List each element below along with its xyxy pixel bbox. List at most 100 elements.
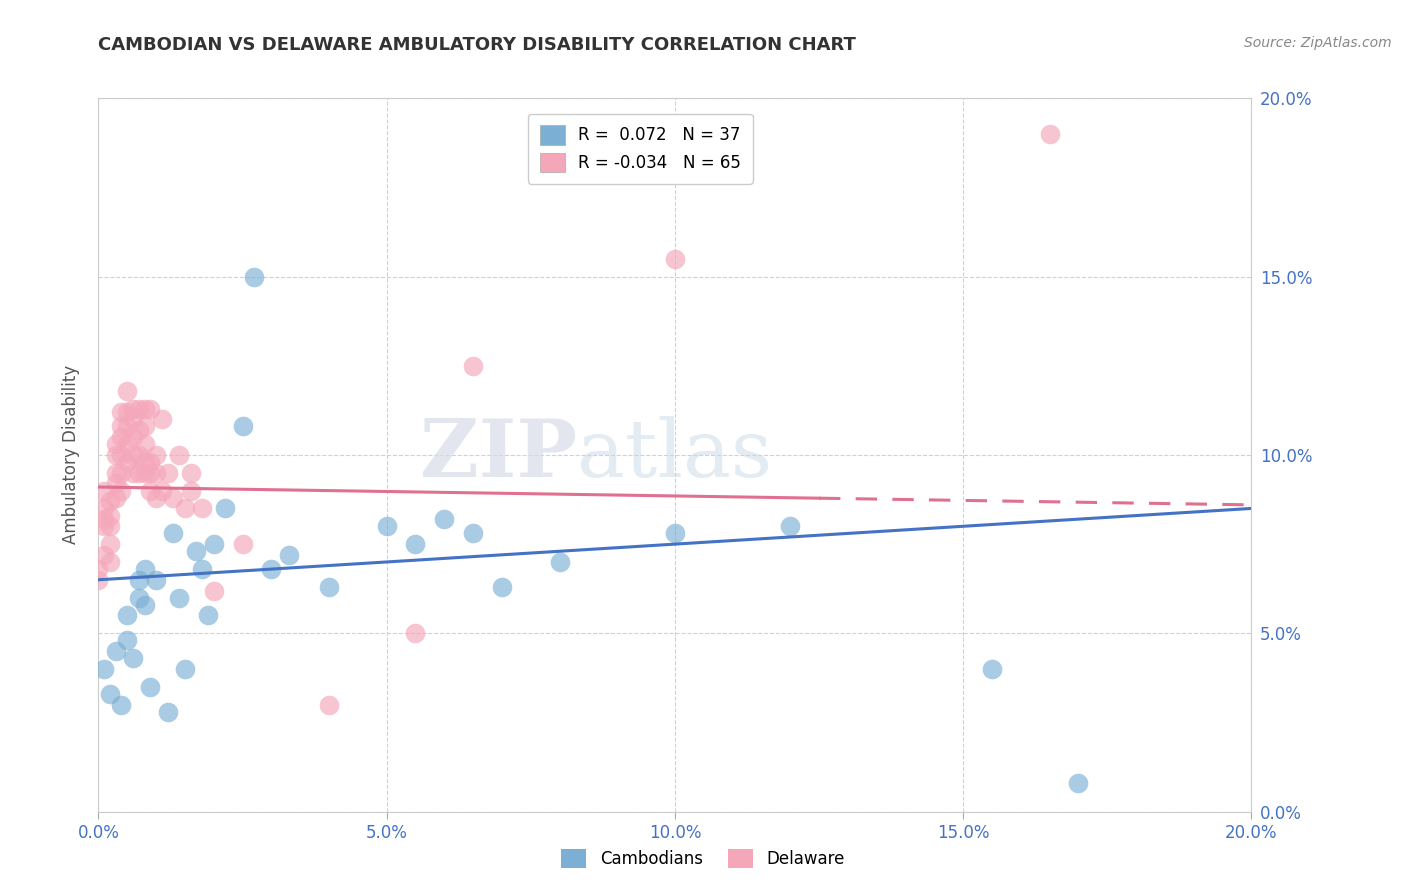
Point (93, 483, 115, 498)
Point (110, 430, 132, 444)
Point (110, 419, 132, 434)
Point (260, 562, 283, 576)
Point (134, 455, 156, 469)
Point (318, 698, 340, 712)
Point (202, 537, 225, 551)
Point (548, 555, 571, 569)
Point (156, 466, 179, 480)
Point (231, 419, 254, 434)
Point (191, 562, 214, 576)
Point (122, 466, 145, 480)
Point (110, 466, 132, 480)
Point (93, 519, 115, 533)
Point (117, 437, 139, 451)
Point (162, 491, 184, 505)
Point (122, 412, 145, 426)
Point (134, 466, 156, 480)
Point (134, 598, 156, 612)
Point (98, 494, 121, 508)
Point (117, 419, 139, 434)
Point (1067, 776, 1090, 790)
Point (150, 483, 173, 498)
Point (104, 448, 127, 462)
Point (191, 501, 214, 516)
Point (202, 583, 225, 598)
Point (277, 548, 299, 562)
Point (318, 580, 340, 594)
Point (98, 555, 121, 569)
Point (98, 519, 121, 533)
Point (93, 548, 115, 562)
Y-axis label: Ambulatory Disability: Ambulatory Disability (62, 366, 80, 544)
Point (243, 269, 266, 284)
Point (87, 562, 110, 576)
Point (110, 448, 132, 462)
Point (128, 591, 150, 605)
Point (150, 412, 173, 426)
Point (104, 437, 127, 451)
Point (375, 519, 398, 533)
Point (145, 466, 167, 480)
Point (128, 401, 150, 416)
Point (180, 483, 202, 498)
Point (104, 644, 127, 658)
Text: CAMBODIAN VS DELAWARE AMBULATORY DISABILITY CORRELATION CHART: CAMBODIAN VS DELAWARE AMBULATORY DISABIL… (98, 36, 856, 54)
Point (104, 466, 127, 480)
Point (156, 705, 179, 719)
Legend: Cambodians, Delaware: Cambodians, Delaware (555, 842, 851, 875)
Point (1038, 127, 1062, 141)
Point (93, 512, 115, 526)
Point (98, 537, 121, 551)
Point (197, 608, 219, 623)
Point (145, 448, 167, 462)
Point (122, 448, 145, 462)
Point (128, 423, 150, 437)
Point (167, 591, 190, 605)
Point (87, 573, 110, 587)
Point (122, 430, 145, 444)
Point (145, 491, 167, 505)
Point (93, 662, 115, 676)
Point (117, 405, 139, 419)
Text: Source: ZipAtlas.com: Source: ZipAtlas.com (1244, 36, 1392, 50)
Point (110, 405, 132, 419)
Point (145, 573, 167, 587)
Point (122, 651, 145, 665)
Point (139, 680, 162, 694)
Point (122, 401, 145, 416)
Point (491, 580, 513, 594)
Point (134, 401, 156, 416)
Point (779, 519, 801, 533)
Point (664, 526, 686, 541)
Point (981, 662, 1004, 676)
Text: ZIP: ZIP (420, 416, 576, 494)
Point (128, 466, 150, 480)
Point (139, 483, 162, 498)
Point (93, 501, 115, 516)
Legend: R =  0.072   N = 37, R = -0.034   N = 65: R = 0.072 N = 37, R = -0.034 N = 65 (529, 113, 752, 184)
Point (180, 466, 202, 480)
Point (128, 448, 150, 462)
Point (231, 537, 254, 551)
Point (98, 687, 121, 701)
Point (128, 573, 150, 587)
Point (167, 448, 190, 462)
Point (104, 491, 127, 505)
Point (117, 455, 139, 469)
Point (186, 544, 208, 558)
Point (134, 562, 156, 576)
Point (117, 633, 139, 648)
Point (174, 501, 197, 516)
Point (110, 483, 132, 498)
Point (174, 662, 197, 676)
Text: atlas: atlas (576, 416, 772, 494)
Point (664, 252, 686, 266)
Point (98, 508, 121, 523)
Point (139, 455, 162, 469)
Point (117, 608, 139, 623)
Point (433, 512, 456, 526)
Point (110, 698, 132, 712)
Point (139, 401, 162, 416)
Point (461, 359, 484, 373)
Point (214, 501, 236, 516)
